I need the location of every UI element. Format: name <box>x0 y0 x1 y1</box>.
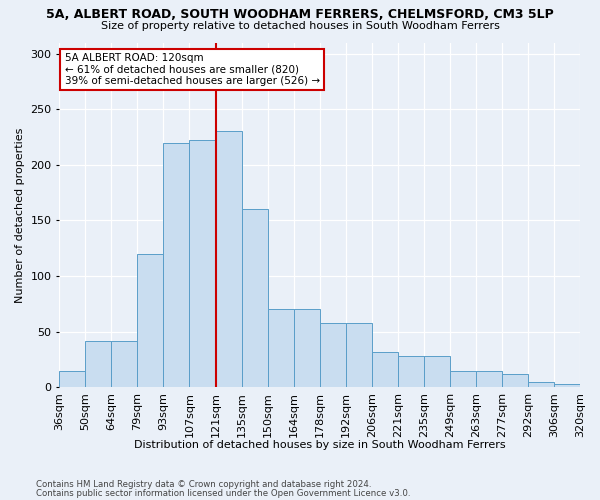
Text: 5A ALBERT ROAD: 120sqm
← 61% of detached houses are smaller (820)
39% of semi-de: 5A ALBERT ROAD: 120sqm ← 61% of detached… <box>65 53 320 86</box>
Bar <box>163 142 190 387</box>
Bar <box>215 132 242 387</box>
Bar <box>320 322 346 387</box>
Bar <box>242 210 268 387</box>
Bar <box>372 352 398 387</box>
Text: Size of property relative to detached houses in South Woodham Ferrers: Size of property relative to detached ho… <box>101 21 499 31</box>
Bar <box>450 370 476 387</box>
Bar <box>502 374 528 387</box>
Bar <box>424 356 450 387</box>
Bar <box>137 254 163 387</box>
Bar <box>268 310 293 387</box>
Bar <box>476 370 502 387</box>
Bar <box>398 356 424 387</box>
Bar <box>528 382 554 387</box>
Bar <box>346 322 372 387</box>
Y-axis label: Number of detached properties: Number of detached properties <box>15 127 25 302</box>
X-axis label: Distribution of detached houses by size in South Woodham Ferrers: Distribution of detached houses by size … <box>134 440 505 450</box>
Text: Contains public sector information licensed under the Open Government Licence v3: Contains public sector information licen… <box>36 489 410 498</box>
Bar <box>293 310 320 387</box>
Text: Contains HM Land Registry data © Crown copyright and database right 2024.: Contains HM Land Registry data © Crown c… <box>36 480 371 489</box>
Bar <box>59 370 85 387</box>
Bar <box>112 340 137 387</box>
Text: 5A, ALBERT ROAD, SOUTH WOODHAM FERRERS, CHELMSFORD, CM3 5LP: 5A, ALBERT ROAD, SOUTH WOODHAM FERRERS, … <box>46 8 554 20</box>
Bar <box>554 384 580 387</box>
Bar <box>85 340 112 387</box>
Bar <box>190 140 215 387</box>
